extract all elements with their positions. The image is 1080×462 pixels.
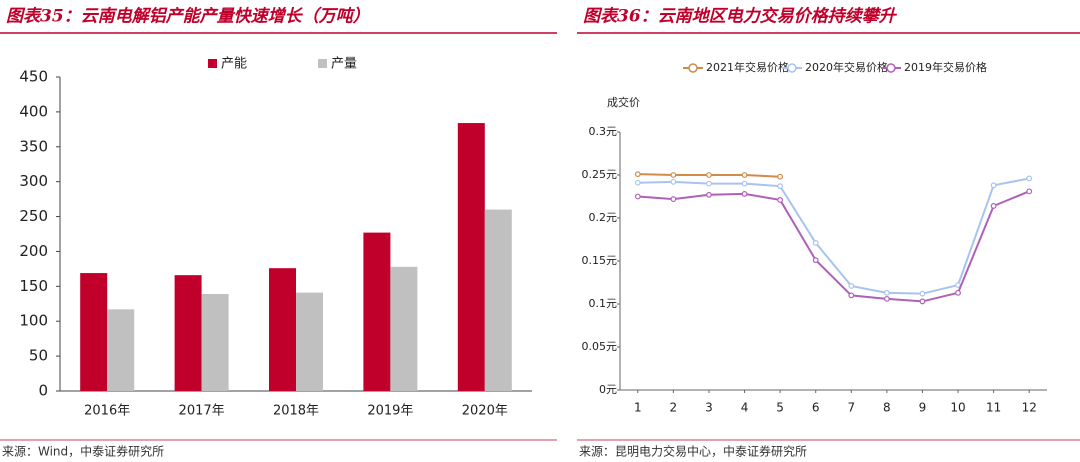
- x-tick-label: 2019年: [367, 404, 413, 419]
- point: [706, 191, 712, 198]
- legend-label: 产量: [331, 57, 357, 72]
- y-tick-label: 0.15元: [582, 254, 618, 267]
- point: [634, 171, 641, 178]
- x-tick-label: 8: [883, 401, 891, 415]
- point: [883, 289, 890, 296]
- x-tick-label: 6: [812, 401, 820, 415]
- point: [706, 172, 712, 178]
- source: 来源：Wind，中泰证券研究所: [2, 444, 164, 459]
- y-tick-label: 200: [19, 242, 48, 260]
- legend-label: 2019年交易价格: [904, 60, 987, 74]
- x-tick-label: 7: [847, 401, 855, 415]
- y-tick-label: 300: [19, 172, 48, 190]
- x-tick-label: 2016年: [84, 404, 130, 419]
- point: [848, 283, 855, 289]
- y-tick-label: 0: [38, 382, 48, 400]
- y-tick-label: 150: [19, 277, 48, 295]
- x-tick-label: 3: [705, 401, 713, 415]
- y-tick-label: 400: [19, 102, 48, 120]
- legend-label: 2021年交易价格: [706, 60, 789, 74]
- y-tick-label: 450: [19, 68, 48, 86]
- bar: [174, 275, 202, 391]
- point: [777, 173, 784, 180]
- point: [848, 292, 855, 299]
- legend-swatch: [208, 59, 217, 68]
- point: [741, 191, 748, 197]
- legend-marker: [688, 63, 698, 73]
- x-tick-label: 12: [1022, 401, 1037, 415]
- y-tick-label: 0.3元: [589, 125, 618, 138]
- y-tick-label: 0.2元: [589, 211, 618, 224]
- point: [990, 182, 997, 189]
- point: [883, 295, 890, 302]
- y-axis-label: 成交价: [607, 95, 640, 109]
- point: [741, 172, 748, 178]
- bar: [484, 209, 512, 391]
- y-tick-label: 50: [29, 347, 48, 365]
- point: [919, 290, 926, 297]
- y-tick-label: 0元: [599, 383, 617, 396]
- point: [919, 298, 926, 305]
- point: [670, 178, 677, 185]
- point: [634, 179, 641, 186]
- point: [777, 183, 784, 190]
- point: [634, 193, 641, 200]
- point: [1026, 188, 1033, 195]
- y-tick-label: 350: [19, 137, 48, 155]
- point: [990, 203, 997, 209]
- bar: [363, 232, 391, 391]
- bar: [107, 309, 135, 391]
- x-tick-label: 2: [670, 401, 678, 415]
- legend-label: 2020年交易价格: [805, 60, 888, 74]
- point: [670, 172, 677, 178]
- point: [777, 197, 784, 203]
- legend-label: 产能: [221, 57, 247, 72]
- x-tick-label: 5: [776, 401, 784, 415]
- legend-marker: [787, 63, 797, 73]
- bar: [296, 292, 323, 391]
- point: [1026, 175, 1033, 182]
- x-tick-label: 1: [634, 401, 642, 415]
- point: [706, 180, 712, 187]
- x-tick-label: 2020年: [462, 404, 508, 419]
- bar: [269, 268, 296, 391]
- x-tick-label: 9: [919, 401, 927, 415]
- point: [812, 240, 819, 246]
- point: [670, 196, 677, 202]
- series-line: [637, 177, 1030, 295]
- y-tick-label: 100: [19, 312, 48, 330]
- y-tick-label: 0.25元: [582, 168, 618, 181]
- y-tick-label: 0.1元: [589, 297, 618, 310]
- chart-title: 图表35：云南电解铝产能产量快速增长（万吨）: [6, 7, 370, 27]
- legend-marker: [886, 63, 896, 73]
- y-tick-label: 0.05元: [582, 340, 618, 353]
- point: [741, 180, 748, 187]
- bar: [457, 123, 485, 391]
- bar: [201, 294, 229, 391]
- x-tick-label: 4: [741, 401, 749, 415]
- chart-title: 图表36：云南地区电力交易价格持续攀升: [583, 7, 898, 27]
- source: 来源：昆明电力交易中心，中泰证券研究所: [579, 444, 807, 459]
- bar: [390, 266, 418, 391]
- point: [812, 257, 819, 264]
- x-tick-label: 2018年: [273, 404, 319, 419]
- series-line: [637, 190, 1030, 303]
- x-tick-label: 11: [986, 401, 1001, 415]
- bar: [80, 273, 108, 391]
- point: [955, 289, 961, 296]
- x-tick-label: 2017年: [179, 404, 225, 419]
- legend-swatch: [318, 59, 327, 68]
- y-tick-label: 250: [19, 207, 48, 225]
- x-tick-label: 10: [950, 401, 965, 415]
